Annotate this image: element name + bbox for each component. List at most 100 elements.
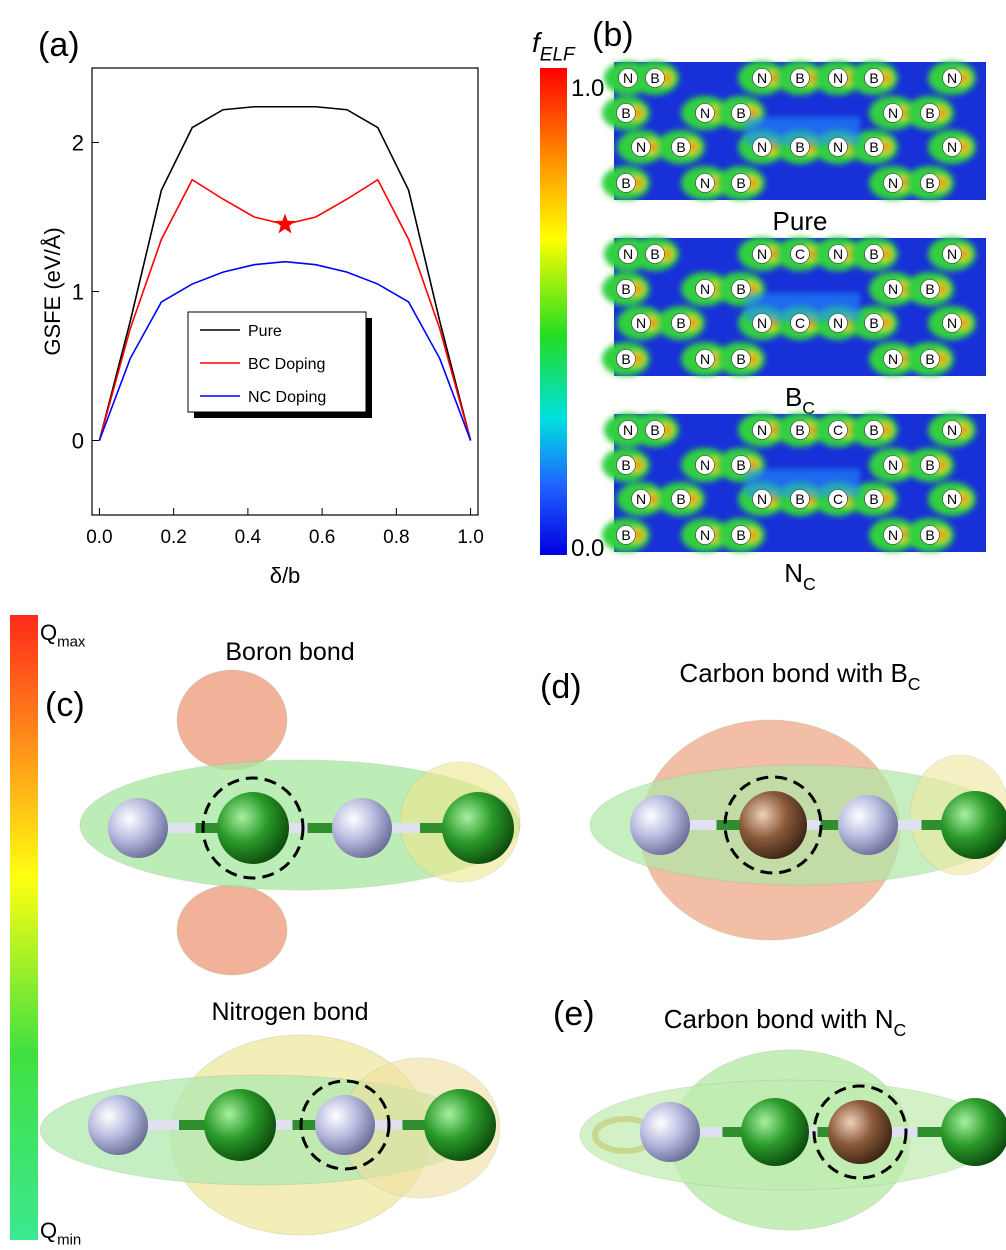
- atom-label: N: [700, 351, 710, 367]
- elf-peak: [883, 74, 889, 82]
- elf-peak: [883, 426, 889, 434]
- colorbar-max: 1.0: [571, 75, 604, 102]
- atom-label: N: [700, 527, 710, 543]
- atom-label: N: [623, 422, 633, 438]
- atom-label: B: [925, 175, 934, 191]
- atom-label: N: [947, 139, 957, 155]
- map-caption: BC: [785, 382, 815, 418]
- elf-peak: [635, 531, 641, 539]
- colorbar-max: Qmax: [40, 620, 86, 651]
- atom-label: B: [925, 351, 934, 367]
- atom-label: B: [736, 457, 745, 473]
- atom-label: B: [621, 457, 630, 473]
- atom: [739, 791, 807, 859]
- colorbar-title-sub: ELF: [540, 44, 576, 65]
- atom: [217, 792, 289, 864]
- elf-peak: [939, 355, 945, 363]
- atom-label: B: [869, 491, 878, 507]
- legend-label: Pure: [248, 323, 282, 340]
- x-tick-label: 0.6: [309, 527, 335, 548]
- panel-title: Boron bond: [225, 638, 354, 666]
- atom: [332, 798, 392, 858]
- atom: [640, 1102, 700, 1162]
- elf-peak: [939, 179, 945, 187]
- elf-peak: [939, 461, 945, 469]
- atom-label: N: [757, 422, 767, 438]
- atom-label: C: [833, 422, 843, 438]
- x-tick-label: 0.8: [383, 527, 409, 548]
- map-caption-base: Pure: [773, 206, 828, 236]
- atom: [838, 795, 898, 855]
- atom-label: N: [700, 457, 710, 473]
- panel-label: (a): [38, 26, 80, 64]
- panel-title: Carbon bond with NC: [664, 1004, 907, 1040]
- elf-peak: [883, 319, 889, 327]
- atom-label: N: [623, 246, 633, 262]
- atom-label: B: [795, 422, 804, 438]
- star-marker: [275, 213, 296, 233]
- atom-label: B: [650, 70, 659, 86]
- atom-label: N: [757, 70, 767, 86]
- elf-peak: [635, 461, 641, 469]
- atom-label: N: [833, 139, 843, 155]
- atom-label: N: [833, 70, 843, 86]
- elf-colorbar: [540, 68, 567, 555]
- atom-label: N: [947, 491, 957, 507]
- panel-label: (c): [45, 686, 85, 724]
- elf-peak: [750, 179, 756, 187]
- atom-label: C: [833, 491, 843, 507]
- colorbar-min-base: Q: [40, 1218, 57, 1243]
- atom: [204, 1089, 276, 1161]
- elf-peak: [939, 109, 945, 117]
- atom-label: B: [925, 281, 934, 297]
- atom-label: B: [869, 315, 878, 331]
- x-tick-label: 0.2: [160, 527, 186, 548]
- atom-label: B: [621, 105, 630, 121]
- y-tick-label: 1: [72, 280, 84, 305]
- colorbar-max-base: Q: [40, 620, 57, 645]
- atom-label: B: [925, 105, 934, 121]
- y-axis-label: GSFE (eV/Å): [40, 227, 65, 355]
- atom-label: B: [925, 527, 934, 543]
- atom-label: B: [869, 422, 878, 438]
- elf-peak: [635, 109, 641, 117]
- atom-label: C: [795, 246, 805, 262]
- atom-label: B: [736, 527, 745, 543]
- isosurface: [177, 885, 287, 975]
- atom-label: N: [757, 491, 767, 507]
- elf-peak: [961, 143, 967, 151]
- elf-peak: [690, 143, 696, 151]
- atom-label: N: [947, 315, 957, 331]
- panel-label: (d): [540, 668, 582, 706]
- atom-label: B: [621, 175, 630, 191]
- elf-peak: [961, 74, 967, 82]
- elf-peak: [650, 143, 656, 151]
- atom-label: B: [795, 491, 804, 507]
- atom-label: N: [757, 139, 767, 155]
- colorbar-min-sub: min: [57, 1232, 81, 1249]
- atom-label: B: [621, 351, 630, 367]
- atom-label: N: [888, 527, 898, 543]
- atom-label: N: [757, 246, 767, 262]
- atom-label: N: [700, 281, 710, 297]
- y-tick-label: 0: [72, 429, 84, 454]
- x-tick-label: 0.4: [235, 527, 262, 548]
- atom: [828, 1100, 892, 1164]
- map-caption: NC: [784, 558, 816, 594]
- atom-label: B: [869, 70, 878, 86]
- elf-peak: [961, 426, 967, 434]
- atom-label: N: [888, 105, 898, 121]
- colorbar-min: 0.0: [571, 535, 604, 562]
- elf-peak: [664, 426, 670, 434]
- atom-label: N: [888, 457, 898, 473]
- atom: [424, 1089, 496, 1161]
- atom: [941, 791, 1006, 859]
- x-axis-label: δ/b: [270, 563, 301, 588]
- atom: [315, 1095, 375, 1155]
- atom-label: B: [925, 457, 934, 473]
- atom-label: B: [869, 246, 878, 262]
- panel-label: (e): [553, 995, 595, 1033]
- elf-peak: [883, 143, 889, 151]
- x-tick-label: 1.0: [457, 527, 483, 548]
- atom-label: N: [888, 351, 898, 367]
